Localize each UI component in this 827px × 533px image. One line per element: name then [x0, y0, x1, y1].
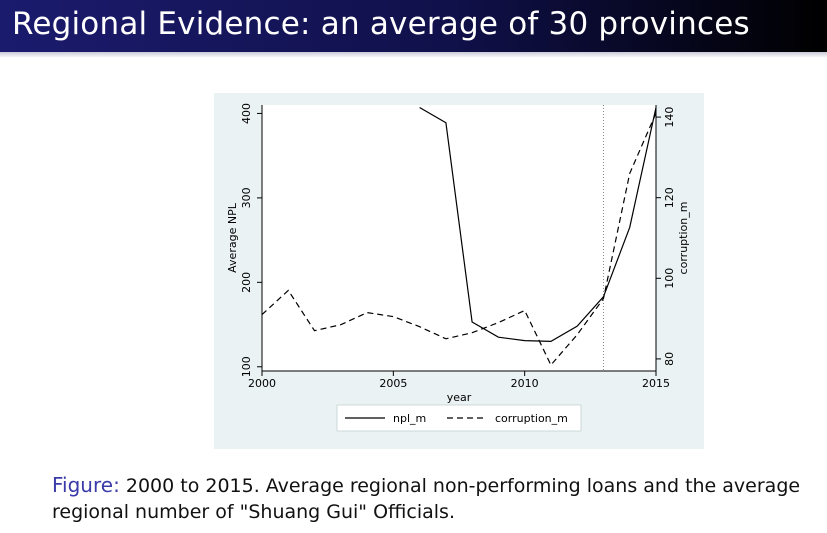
y-right-tick-label: 140: [663, 107, 676, 128]
figure-caption: Figure: 2000 to 2015. Average regional n…: [52, 472, 812, 525]
slide-title-bar: Regional Evidence: an average of 30 prov…: [0, 0, 827, 52]
figure-panel: 2000 2005 2010 2015 100 200 300 400 80 100 120 140 y…: [214, 93, 704, 449]
caption-text: 2000 to 2015. Average regional non-perfo…: [52, 475, 801, 523]
plot-area: [262, 105, 656, 371]
x-tick-label: 2010: [511, 377, 539, 390]
legend-label: corruption_m: [495, 412, 568, 425]
x-axis-label: year: [447, 391, 472, 404]
y-right-tick-label: 80: [663, 352, 676, 366]
y-left-tick-label: 100: [240, 356, 253, 377]
y-right-tick-label: 120: [663, 187, 676, 208]
y-left-axis-label: Average NPL: [226, 202, 239, 273]
line-chart: 2000 2005 2010 2015 100 200 300 400 80 100 120 140 y…: [226, 103, 690, 432]
y-left-tick-label: 200: [240, 272, 253, 293]
slide-title: Regional Evidence: an average of 30 prov…: [12, 6, 750, 42]
y-right-tick-label: 100: [663, 268, 676, 289]
y-right-axis-label: corruption_m: [677, 202, 690, 275]
legend-label: npl_m: [393, 412, 426, 425]
x-tick-label: 2015: [642, 377, 670, 390]
series-line-npl-m: [419, 106, 657, 343]
x-tick-label: 2000: [248, 377, 276, 390]
series-line-corruption-m: [261, 112, 657, 367]
x-tick-label: 2005: [379, 377, 407, 390]
caption-label: Figure:: [52, 473, 120, 497]
y-left-tick-label: 400: [240, 103, 253, 124]
y-left-tick-label: 300: [240, 187, 253, 208]
title-shadow: [0, 52, 827, 58]
